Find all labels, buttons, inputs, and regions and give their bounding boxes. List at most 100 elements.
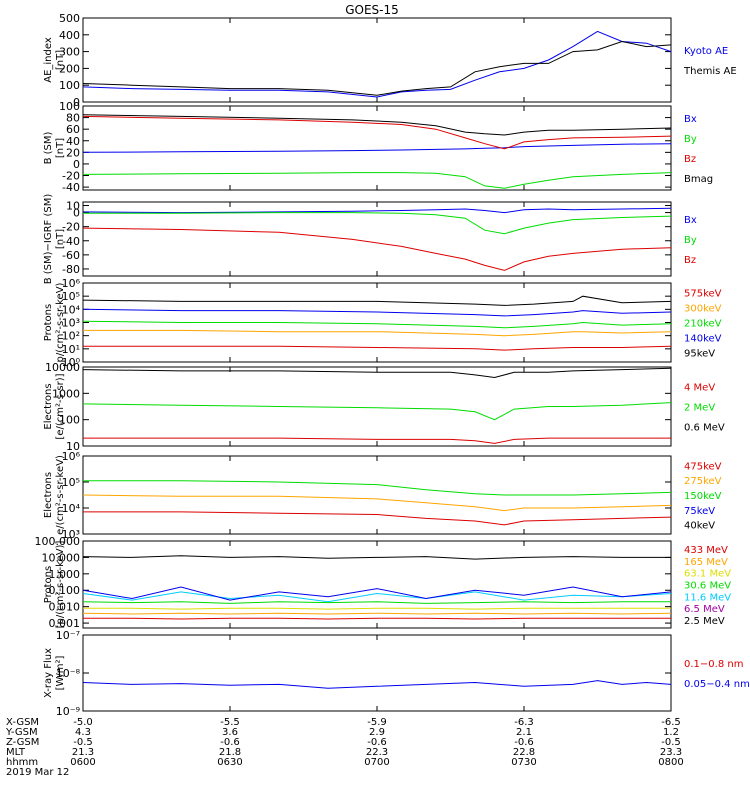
- y-tick-label: 10¹: [62, 343, 80, 356]
- series-275kev: [82, 494, 672, 512]
- figure-title: GOES-15: [345, 3, 399, 17]
- series-themis-ae: [82, 40, 672, 96]
- y-tick-label: 60: [66, 123, 80, 136]
- legend-entry: 433 MeV: [684, 545, 728, 556]
- series-6-5-mev: [82, 586, 672, 601]
- ephemeris-value: 22.8: [513, 747, 535, 758]
- panel-xray: 10⁻⁹ 10⁻⁸ 10⁻⁷X-ray Flux [W/m²] 0.1−0.8 nm 0.…: [43, 629, 750, 718]
- series-30-6-mev: [82, 601, 671, 604]
- series-bx: [82, 207, 672, 214]
- series-63-1-mev: [83, 607, 671, 610]
- legend-entry: 150keV: [684, 491, 722, 502]
- ephemeris-value: -6.3: [514, 717, 534, 728]
- y-axis-label: [nT]: [55, 229, 66, 249]
- y-tick-label: 200: [59, 62, 80, 75]
- series-11-6-mev: [82, 591, 672, 603]
- series-2-mev: [82, 402, 672, 421]
- series-bmag: [82, 114, 672, 136]
- y-tick-label: 0: [73, 96, 80, 109]
- panel-electrons_lo: 10³ 10⁴ 10⁵ 10⁶ Electrons e/(cm²-s-sr-keV) 475…: [43, 450, 722, 541]
- ephemeris-value: 2.9: [369, 727, 385, 738]
- legend-entry: 2.5 MeV: [684, 616, 725, 627]
- y-tick-label: 500: [59, 12, 80, 25]
- legend-entry: Themis AE: [683, 66, 737, 77]
- y-tick-label: 10⁶: [62, 277, 81, 290]
- legend-entry: 11.6 MeV: [684, 592, 731, 603]
- y-axis-label: [nT]: [55, 50, 66, 70]
- series-by: [82, 172, 672, 189]
- legend-entry: 0.1−0.8 nm: [684, 659, 743, 670]
- legend-entry: 0.05−0.4 nm: [684, 679, 750, 690]
- panel-frame: [82, 540, 672, 629]
- y-tick-label: 0.100: [49, 584, 81, 597]
- y-axis-label: p/(cm²-s-sr-keV): [55, 282, 66, 362]
- series-kyoto-ae: [82, 30, 672, 98]
- legend-entry: By: [684, 134, 697, 145]
- y-tick-label: 10000: [45, 361, 80, 374]
- series-2-5-mev: [82, 555, 671, 560]
- ephemeris-value: -5.0: [73, 717, 93, 728]
- y-axis-label: AE_index: [43, 37, 54, 83]
- y-tick-label: 10⁻⁷: [56, 629, 80, 642]
- y-tick-label: 10: [66, 440, 80, 453]
- legend-entry: 40keV: [684, 521, 715, 532]
- series-by: [83, 212, 672, 235]
- panel-frame: [82, 634, 672, 712]
- legend-entry: 275keV: [684, 476, 722, 487]
- y-tick-label: 10⁻⁸: [56, 667, 81, 680]
- ephemeris-value: 0800: [658, 757, 683, 768]
- panel-frame: [82, 105, 672, 191]
- y-tick-label: 100: [59, 79, 80, 92]
- y-axis-label: [nT]: [55, 138, 66, 158]
- y-tick-label: 100.000: [35, 535, 81, 548]
- y-tick-label: 10⁴: [62, 502, 81, 515]
- y-axis-label: Electrons: [43, 472, 54, 518]
- ephemeris-value: 0700: [364, 757, 389, 768]
- series-4-mev: [83, 437, 671, 444]
- y-tick-label: 0: [73, 158, 80, 171]
- y-tick-label: -20: [62, 221, 80, 234]
- ephemeris-row-label: hhmm: [6, 757, 38, 768]
- ephemeris-value: -5.9: [367, 717, 387, 728]
- y-tick-label: 1.000: [49, 568, 81, 581]
- ephemeris-value: 4.3: [75, 727, 91, 738]
- y-tick-label: -60: [62, 249, 80, 262]
- y-axis-label: Protons: [43, 304, 54, 341]
- ephemeris-value: 0630: [217, 757, 242, 768]
- legend-entry: 300keV: [684, 304, 722, 315]
- series-95kev: [82, 295, 672, 306]
- legend-entry: 0.6 MeV: [684, 423, 725, 434]
- legend-entry: By: [684, 235, 697, 246]
- y-tick-label: 10⁵: [62, 476, 80, 489]
- legend-entry: Bmag: [684, 174, 713, 185]
- ephemeris-value: 0600: [70, 757, 95, 768]
- y-tick-label: 0.001: [49, 617, 81, 630]
- legend-entry: 63.1 MeV: [684, 569, 731, 580]
- ephemeris-value: -0.5: [73, 737, 93, 748]
- legend-entry: Kyoto AE: [684, 46, 728, 57]
- y-tick-label: -20: [62, 170, 80, 183]
- series-0-05-0-4-nm: [82, 680, 672, 689]
- y-tick-label: 10⁻⁹: [56, 705, 80, 718]
- ephemeris-value: 23.3: [660, 747, 682, 758]
- ephemeris-value: 22.3: [366, 747, 388, 758]
- y-tick-label: 10⁰: [62, 356, 81, 369]
- date-label: 2019 Mar 12: [6, 767, 69, 778]
- legend-entry: 210keV: [684, 319, 722, 330]
- ephemeris-row-label: Y-GSM: [5, 727, 38, 738]
- y-tick-label: 100: [59, 100, 80, 113]
- ephemeris-value: -0.6: [514, 737, 534, 748]
- ephemeris-value: -0.6: [367, 737, 387, 748]
- ephemeris-value: 21.3: [72, 747, 94, 758]
- ephemeris-value: 21.8: [219, 747, 241, 758]
- y-axis-label: Protons: [43, 566, 54, 603]
- y-tick-label: 10⁵: [62, 290, 80, 303]
- y-tick-label: 1000: [52, 387, 80, 400]
- ephemeris-row-label: X-GSM: [6, 717, 39, 728]
- series-300kev: [83, 329, 672, 337]
- y-tick-label: 10: [66, 200, 80, 213]
- y-tick-label: 10²: [62, 330, 80, 343]
